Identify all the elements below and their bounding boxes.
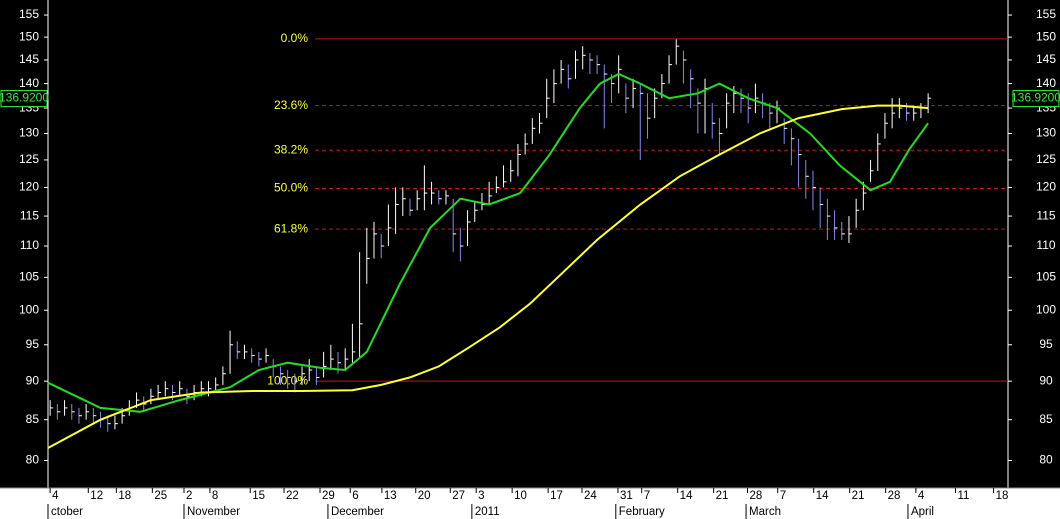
x-tick-label: 22 (286, 490, 299, 502)
x-tick-label: 10 (514, 490, 527, 502)
y-tick-label: 90 (26, 373, 40, 387)
x-tick-label: 18 (996, 490, 1009, 502)
x-tick-label: 8 (212, 490, 218, 502)
x-tick-label: 17 (550, 490, 563, 502)
x-tick-label: 4 (52, 490, 59, 502)
last-price-label: 136.9200 (1011, 91, 1060, 105)
last-price-box (0, 90, 48, 108)
fib-label: 50.0% (274, 181, 308, 195)
y-tick-label: 130 (19, 126, 39, 140)
y-tick-label-right: 105 (1036, 270, 1056, 284)
x-tick-label: 12 (90, 490, 103, 502)
y-tick-label-right: 125 (1036, 152, 1056, 166)
y-tick-label-right: 100 (1036, 302, 1056, 316)
y-tick-label-right: 120 (1036, 180, 1056, 194)
y-tick-label: 120 (19, 180, 39, 194)
y-tick-label-right: 95 (1039, 337, 1053, 351)
x-tick-label: 4 (918, 490, 925, 502)
x-tick-label: 13 (384, 490, 397, 502)
y-tick-label-right: 110 (1036, 238, 1055, 252)
y-tick-label: 110 (20, 238, 39, 252)
y-tick-label: 125 (19, 152, 39, 166)
y-tick-label: 80 (26, 453, 40, 467)
y-tick-label-right: 155 (1036, 7, 1056, 21)
moving-average (47, 104, 929, 449)
month-label: March (749, 506, 781, 518)
fib-label: 23.6% (274, 98, 308, 112)
y-tick-label: 155 (19, 7, 39, 21)
last-price-box (1012, 90, 1060, 108)
x-tick-label: 21 (852, 490, 865, 502)
month-label: November (187, 506, 240, 518)
x-tick-label: 3 (478, 490, 484, 502)
x-tick-label: 14 (680, 490, 693, 502)
x-tick-label: 11 (957, 490, 969, 502)
month-label: February (619, 506, 665, 518)
x-tick-label: 6 (352, 490, 358, 502)
x-tick-label: 7 (780, 490, 786, 502)
y-tick-label: 140 (19, 76, 39, 90)
x-tick-label: 15 (252, 490, 265, 502)
y-tick-label: 85 (26, 412, 40, 426)
month-label: ctober (51, 506, 83, 518)
y-tick-label-right: 130 (1036, 126, 1056, 140)
y-tick-label-right: 90 (1039, 373, 1053, 387)
y-tick-label-right: 140 (1036, 76, 1056, 90)
y-tick-label: 105 (19, 270, 39, 284)
moving-average (47, 72, 929, 413)
fib-label: 38.2% (274, 142, 308, 156)
x-tick-label: 25 (154, 490, 167, 502)
y-tick-label-right: 85 (1039, 412, 1053, 426)
x-tick-label: 21 (716, 490, 729, 502)
x-tick-label: 29 (322, 490, 335, 502)
x-tick-label: 24 (584, 490, 597, 502)
month-label: April (911, 506, 934, 518)
y-tick-label: 150 (19, 29, 39, 43)
y-tick-label-right: 150 (1036, 29, 1056, 43)
x-tick-label: 31 (620, 490, 633, 502)
x-tick-label: 28 (888, 490, 901, 502)
x-tick-label: 18 (118, 490, 131, 502)
y-tick-label-right: 80 (1039, 453, 1053, 467)
x-tick-label: 27 (452, 490, 465, 502)
fib-label: 0.0% (281, 31, 309, 45)
y-tick-label: 115 (20, 208, 39, 222)
month-label: 2011 (475, 506, 500, 518)
y-tick-label: 100 (19, 302, 39, 316)
x-axis-band (0, 488, 1060, 519)
y-tick-label-right: 115 (1036, 208, 1055, 222)
last-price-label: 136.9200 (0, 91, 49, 105)
month-label: December (331, 506, 384, 518)
fib-label: 61.8% (274, 221, 308, 235)
x-tick-label: 28 (749, 490, 762, 502)
y-tick-label-right: 145 (1036, 52, 1056, 66)
x-tick-label: 7 (644, 490, 650, 502)
x-tick-label: 2 (186, 490, 192, 502)
y-tick-label: 145 (19, 52, 39, 66)
x-tick-label: 20 (418, 490, 431, 502)
x-tick-label: 14 (816, 490, 829, 502)
y-tick-label: 95 (26, 337, 40, 351)
